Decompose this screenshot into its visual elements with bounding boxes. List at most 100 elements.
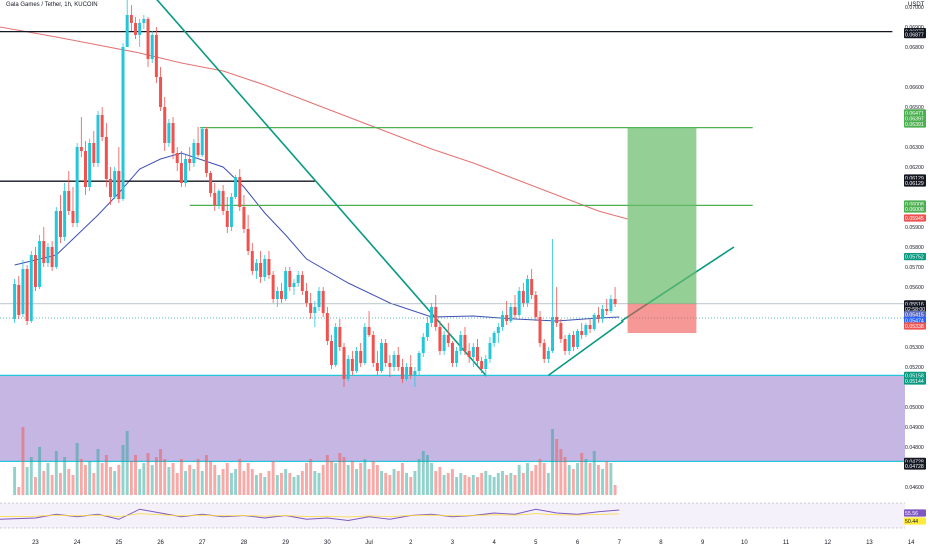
price-tick-label: 0.05000 xyxy=(905,405,924,411)
candle xyxy=(325,313,329,341)
volume-bar xyxy=(400,463,404,495)
candle xyxy=(263,259,267,277)
volume-bar xyxy=(396,471,400,495)
price-badge-label: 0.06008 xyxy=(905,202,924,208)
candle xyxy=(421,337,425,353)
candle xyxy=(475,347,479,361)
volume-bar xyxy=(405,473,409,495)
volume-bar xyxy=(592,451,596,495)
volume-bar xyxy=(513,475,517,495)
volume-bar xyxy=(25,467,29,495)
volume-bar xyxy=(13,467,17,495)
volume-bar xyxy=(388,475,392,495)
volume-bar xyxy=(296,475,300,495)
price-badge-label: 0.06008 xyxy=(905,207,924,213)
candle xyxy=(75,147,79,223)
price-tick-label: 0.05800 xyxy=(905,245,924,251)
moving-average-layer xyxy=(0,26,628,322)
volume-bar xyxy=(421,451,425,495)
price-badge-label: 0.06129 xyxy=(905,181,924,187)
time-tick-label: 5 xyxy=(534,540,538,546)
time-tick-label: 11 xyxy=(783,540,790,546)
candle xyxy=(467,351,471,357)
candle xyxy=(88,143,92,187)
volume-bar xyxy=(313,471,317,495)
candle xyxy=(46,247,50,263)
volume-bar xyxy=(392,469,396,495)
price-badge xyxy=(904,253,926,261)
candle xyxy=(596,315,600,319)
volume-bar xyxy=(371,461,375,495)
rsi-line xyxy=(0,508,620,521)
volume-bar xyxy=(413,471,417,495)
volume-bar xyxy=(121,445,125,495)
volume-bar xyxy=(225,463,229,495)
candle xyxy=(79,147,83,151)
candle xyxy=(125,15,129,47)
volume-bar xyxy=(480,473,484,495)
volume-bar xyxy=(309,459,313,495)
volume-bar xyxy=(229,473,233,495)
rsi-badge-label: 55.56 xyxy=(905,511,918,517)
volume-bar xyxy=(167,467,171,495)
candle xyxy=(250,251,254,271)
volume-bar xyxy=(54,451,58,495)
volume-bar xyxy=(613,485,617,495)
volume-bar xyxy=(88,461,92,495)
candle xyxy=(209,173,213,193)
position-stop-zone xyxy=(627,303,697,333)
volume-bar xyxy=(438,467,442,495)
candle xyxy=(167,123,171,143)
volume-bar xyxy=(551,429,554,495)
volume-bar xyxy=(188,465,192,495)
volume-bar xyxy=(38,447,42,495)
volume-bar xyxy=(375,465,379,495)
volume-bar xyxy=(271,461,275,495)
price-badge xyxy=(904,31,926,39)
volume-bar xyxy=(476,477,479,495)
candle xyxy=(109,179,113,197)
candle xyxy=(500,315,504,327)
candle xyxy=(384,343,388,363)
candle xyxy=(71,211,75,223)
candle xyxy=(409,367,413,375)
candle xyxy=(346,359,350,379)
candle xyxy=(355,351,359,371)
candle xyxy=(21,269,25,314)
volume-bar xyxy=(217,475,221,495)
time-tick-label: 6 xyxy=(576,540,580,546)
volume-bar xyxy=(138,469,142,495)
candle xyxy=(601,309,605,319)
candle xyxy=(54,211,58,267)
price-tick-label: 0.04600 xyxy=(905,485,924,491)
candle xyxy=(159,77,163,107)
candle xyxy=(367,327,371,335)
candle xyxy=(563,339,567,351)
volume-bar xyxy=(184,471,188,495)
volume-bar xyxy=(109,467,112,495)
time-axis: 23 24 25 26 27 28 29 30 Jul 2 3 4 5 6 7 8 9 10 11 12 13 14 xyxy=(32,540,915,546)
candle xyxy=(559,323,563,339)
candle xyxy=(513,307,517,315)
volume-bar xyxy=(484,471,488,495)
candle xyxy=(400,367,404,379)
candle xyxy=(542,343,546,359)
time-tick-label: 12 xyxy=(824,540,831,546)
candle xyxy=(405,367,409,379)
volume-bar xyxy=(505,475,509,495)
candle xyxy=(417,353,421,371)
price-badge-label: 02:58:00 xyxy=(905,307,925,313)
volume-bar xyxy=(488,475,492,495)
candle xyxy=(392,355,396,367)
candle xyxy=(13,284,17,319)
price-badge-label: 0.05945 xyxy=(905,216,924,222)
candle xyxy=(350,359,354,371)
volume-bar xyxy=(104,455,108,495)
candle xyxy=(450,343,454,363)
candle xyxy=(100,115,104,137)
candle xyxy=(313,307,317,313)
candle xyxy=(446,335,450,343)
volume-bar xyxy=(559,449,563,495)
price-tick-label: 0.07000 xyxy=(905,5,924,11)
